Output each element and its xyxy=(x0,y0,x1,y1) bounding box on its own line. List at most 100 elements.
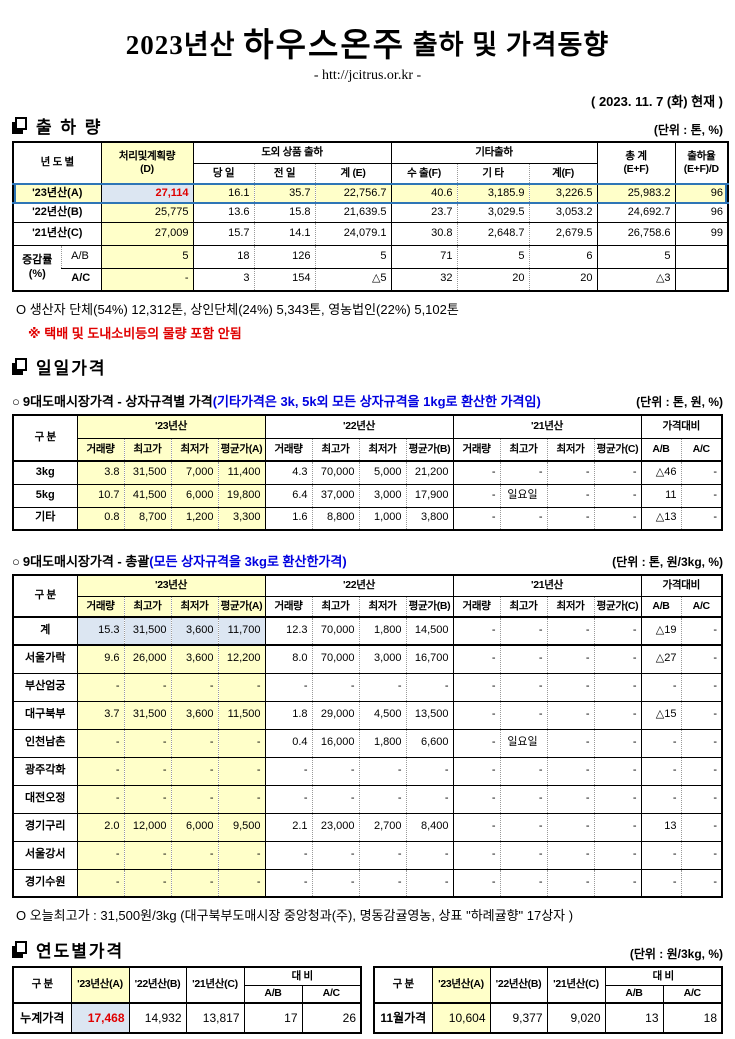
table-cell: 9,500 xyxy=(217,812,265,841)
table-cell: - xyxy=(452,784,500,813)
table-cell: 2,700 xyxy=(358,812,406,841)
table-cell: - xyxy=(499,506,547,530)
table-cell: △15 xyxy=(640,700,681,729)
table-cell: 16,000 xyxy=(311,728,359,757)
table-cell: 1,200 xyxy=(170,506,218,530)
table-cell: - xyxy=(170,756,218,785)
table-cell: 9,020 xyxy=(546,1002,605,1033)
table-cell: - xyxy=(680,868,723,897)
table-cell: - xyxy=(546,728,594,757)
table-cell: 1.8 xyxy=(264,700,312,729)
table-cell: 6,000 xyxy=(170,812,218,841)
table-cell: △19 xyxy=(640,616,681,646)
shadowed-square-icon xyxy=(12,358,27,375)
table-cell: - xyxy=(405,868,453,897)
table-cell: 70,000 xyxy=(311,616,359,646)
note-producer: O 생산자 단체(54%) 12,312톤, 상인단체(24%) 5,343톤,… xyxy=(16,302,459,317)
table-cell: 18 xyxy=(662,1002,722,1033)
table-cell: 4,500 xyxy=(358,700,406,729)
header-cell: '21년산 xyxy=(452,414,641,438)
table-cell: 24,692.7 xyxy=(596,202,676,222)
table-cell: - xyxy=(452,460,500,484)
table-cell: - xyxy=(499,812,547,841)
table-cell: - xyxy=(217,728,265,757)
section-daily-header: 일일가격 xyxy=(12,354,723,379)
table-cell: - xyxy=(217,784,265,813)
table-cell xyxy=(674,244,729,268)
header-cell: 최고가 xyxy=(499,595,547,617)
header-cell: 최저가 xyxy=(546,437,594,461)
table-cell: 5,000 xyxy=(358,460,406,484)
table-cell: - xyxy=(123,784,171,813)
table-cell: - xyxy=(358,868,406,897)
header-cell: 최고가 xyxy=(123,595,171,617)
table-cell: △5 xyxy=(314,267,392,291)
table-cell: 계 xyxy=(13,616,77,646)
table-cell: 154 xyxy=(253,267,316,291)
table-cell: 29,000 xyxy=(311,700,359,729)
table-cell: 3,029.5 xyxy=(456,202,530,222)
table-cell: 3,053.2 xyxy=(528,202,598,222)
table-cell: - xyxy=(546,784,594,813)
table-cell: - xyxy=(680,700,723,729)
subsection-by-size-header: ○ 9대도매시장가격 - 상자규격별 가격(기타가격은 3k, 5k외 모든 상자… xyxy=(12,391,723,410)
table-cell: 3.8 xyxy=(76,460,124,484)
table-cell: 광주각화 xyxy=(13,756,77,785)
section-shipment-label: 출 하 량 xyxy=(36,118,103,137)
table-cell: - xyxy=(593,700,641,729)
table-cell: - xyxy=(593,460,641,484)
table-cell: - xyxy=(546,506,594,530)
table-cell: 3,185.9 xyxy=(456,183,530,204)
shipment-unit-label: (단위 : 톤, %) xyxy=(653,123,723,137)
table-cell: - xyxy=(680,812,723,841)
by-size-title-text: 9대도매시장가격 - 상자규격별 가격 xyxy=(22,394,213,409)
section-daily-title: 일일가격 xyxy=(12,354,107,379)
table-cell: - xyxy=(546,483,594,507)
table-cell: 31,500 xyxy=(123,616,171,646)
header-cell: A/B xyxy=(640,595,681,617)
table-cell: - xyxy=(264,868,312,897)
note-today-high: O 오늘최고가 : 31,500원/3kg (대구북부도매시장 중앙청과(주),… xyxy=(16,908,574,923)
table-cell: 14.1 xyxy=(253,221,316,245)
table-cell: 3,600 xyxy=(170,616,218,646)
table-cell: 13.6 xyxy=(192,202,255,222)
table-cell: 1,800 xyxy=(358,728,406,757)
table-cell: 11월가격 xyxy=(374,1002,432,1033)
table-cell: '22년산(B) xyxy=(13,202,102,222)
daily-price-total-table: 구 분 '23년산 '22년산 '21년산 가격대비 거래량 최고가 최저가 평균가(A) 거래량… xyxy=(12,574,724,898)
yearly-cumulative-price-table: 구 분 '23년산(A) '22년산(B) '21년산(C) 대 비 A/B A/C 누계가격… xyxy=(12,966,362,1034)
header-cell: 최고가 xyxy=(123,437,171,461)
table-cell: 26 xyxy=(301,1002,361,1033)
table-cell: - xyxy=(452,700,500,729)
table-cell: 41,500 xyxy=(123,483,171,507)
table-cell: 17 xyxy=(243,1002,302,1033)
header-cell: 기 타 xyxy=(456,162,530,184)
table-cell: 40.6 xyxy=(390,183,458,204)
table-cell: 15.8 xyxy=(253,202,316,222)
subsection-total-header: ○ 9대도매시장가격 - 총괄(모든 상자규격을 3kg로 환산한가격) (단위 … xyxy=(12,551,723,570)
table-cell: 3,600 xyxy=(170,644,218,673)
table-cell: 6 xyxy=(528,244,598,268)
table-cell: 70,000 xyxy=(311,644,359,673)
table-cell: △46 xyxy=(640,460,681,484)
header-cell: 최고가 xyxy=(311,437,359,461)
table-cell: - xyxy=(100,267,194,291)
header-cell: 구 분 xyxy=(374,966,432,1003)
title-block: 2023년산 하우스온주 출하 및 가격동향 - htt://jcitrus.o… xyxy=(12,18,723,84)
yearly-tables-row: 구 분 '23년산(A) '22년산(B) '21년산(C) 대 비 A/B A/C 누계가격… xyxy=(12,962,723,1034)
table-cell: 26,000 xyxy=(123,644,171,673)
table-cell: 96 xyxy=(674,183,729,204)
header-cell: '22년산(B) xyxy=(128,966,186,1003)
table-cell: △13 xyxy=(640,506,681,530)
header-cell: 최저가 xyxy=(358,595,406,617)
header-cell: 총 계 (E+F) xyxy=(596,141,676,184)
table-cell: 4.3 xyxy=(264,460,312,484)
table-cell: 경기구리 xyxy=(13,812,77,841)
table-cell: - xyxy=(499,616,547,646)
table-cell: 11,400 xyxy=(217,460,265,484)
table-cell: 18 xyxy=(192,244,255,268)
table-cell: - xyxy=(593,483,641,507)
table-cell: A/C xyxy=(61,267,102,291)
table-cell: - xyxy=(170,840,218,869)
table-cell: '21년산(C) xyxy=(13,221,102,245)
